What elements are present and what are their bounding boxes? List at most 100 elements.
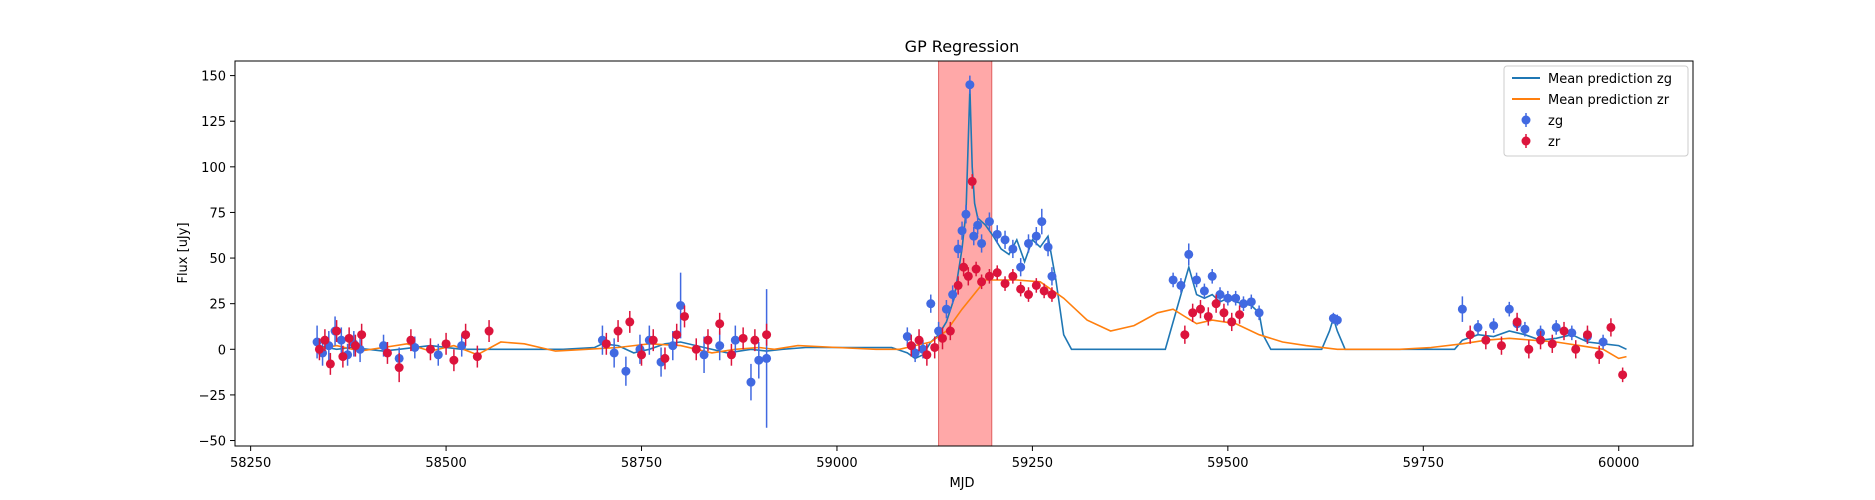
- data-point: [730, 335, 740, 345]
- data-point: [660, 353, 670, 363]
- x-tick-label: 58500: [425, 456, 466, 471]
- data-point: [621, 366, 631, 376]
- data-point: [754, 355, 764, 365]
- x-tick-label: 59000: [816, 456, 857, 471]
- data-point: [984, 217, 994, 227]
- data-point: [965, 80, 975, 90]
- legend-marker-swatch: [1521, 136, 1531, 146]
- data-point: [1227, 317, 1237, 327]
- legend-box: [1503, 65, 1689, 157]
- data-point: [350, 341, 360, 351]
- data-point: [1332, 315, 1342, 325]
- data-point: [1008, 244, 1018, 254]
- data-point: [1618, 370, 1628, 380]
- data-point: [461, 330, 471, 340]
- data-point: [484, 326, 494, 336]
- data-point: [625, 317, 635, 327]
- data-point: [1457, 304, 1467, 314]
- data-point: [1524, 344, 1534, 354]
- data-point: [1037, 217, 1047, 227]
- data-point: [973, 220, 983, 230]
- data-point: [382, 348, 392, 358]
- data-point: [1571, 344, 1581, 354]
- x-tick-label: 60000: [1598, 456, 1639, 471]
- data-point: [680, 311, 690, 321]
- data-point: [953, 280, 963, 290]
- data-point: [1238, 299, 1248, 309]
- data-point: [1582, 330, 1592, 340]
- y-axis-label: Flux [uJy]: [176, 222, 191, 283]
- x-tick-label: 59750: [1403, 456, 1444, 471]
- data-point: [959, 262, 969, 272]
- data-point: [1481, 335, 1491, 345]
- y-tick-label: 50: [209, 252, 226, 267]
- data-point: [1047, 290, 1057, 300]
- data-point: [472, 352, 482, 362]
- data-point: [379, 341, 389, 351]
- data-point: [1207, 271, 1217, 281]
- y-tick-label: 150: [201, 70, 226, 85]
- data-point: [1203, 311, 1213, 321]
- data-point: [992, 268, 1002, 278]
- plot-area: 58250 58500 58750 59000 59250 59500 59750 60000…: [199, 60, 1694, 471]
- chart-title: GP Regression: [905, 37, 1020, 56]
- data-point: [762, 353, 772, 363]
- legend-label: zg: [1548, 114, 1563, 129]
- data-point: [394, 363, 404, 373]
- series-line-1: [316, 279, 1627, 360]
- data-point: [1168, 275, 1178, 285]
- y-tick-label: 25: [209, 298, 226, 313]
- data-point: [1047, 271, 1057, 281]
- y-tick-label: 100: [201, 161, 226, 176]
- data-point: [425, 344, 435, 354]
- data-point: [691, 344, 701, 354]
- x-tick-label: 58750: [621, 456, 662, 471]
- data-point: [1219, 308, 1229, 318]
- data-point: [902, 332, 912, 342]
- data-point: [1199, 286, 1209, 296]
- data-point: [930, 342, 940, 352]
- data-point: [1016, 262, 1026, 272]
- data-point: [637, 350, 647, 360]
- data-point: [325, 359, 335, 369]
- data-point: [750, 335, 760, 345]
- data-point: [1000, 279, 1010, 289]
- y-tick-label: 0: [218, 343, 226, 358]
- data-point: [969, 231, 979, 241]
- data-point: [967, 176, 977, 186]
- data-point: [613, 326, 623, 336]
- y-tick-label: 125: [201, 115, 226, 130]
- legend-label: Mean prediction zg: [1548, 72, 1672, 87]
- data-point: [1536, 335, 1546, 345]
- data-point: [1254, 308, 1264, 318]
- data-point: [977, 277, 987, 287]
- data-point: [1180, 330, 1190, 340]
- data-point: [1594, 350, 1604, 360]
- data-point: [1465, 330, 1475, 340]
- data-point: [914, 335, 924, 345]
- data-point: [672, 330, 682, 340]
- data-point: [726, 350, 736, 360]
- data-point: [715, 341, 725, 351]
- data-point: [1223, 293, 1233, 303]
- data-point: [953, 244, 963, 254]
- data-point: [906, 341, 916, 351]
- data-point: [926, 299, 936, 309]
- data-point: [1195, 304, 1205, 314]
- data-point: [961, 209, 971, 219]
- data-point: [762, 330, 772, 340]
- legend: Mean prediction zg Mean prediction zr zg zr: [1503, 65, 1689, 157]
- data-point: [449, 355, 459, 365]
- data-point: [1246, 297, 1256, 307]
- data-point: [1031, 231, 1041, 241]
- data-point: [1043, 242, 1053, 252]
- data-point: [1211, 299, 1221, 309]
- legend-label: Mean prediction zr: [1548, 93, 1670, 108]
- data-point: [1039, 286, 1049, 296]
- axes-frame: [234, 60, 1694, 447]
- data-point: [910, 348, 920, 358]
- data-point: [1559, 326, 1569, 336]
- data-point: [941, 304, 951, 314]
- data-point: [1606, 322, 1616, 332]
